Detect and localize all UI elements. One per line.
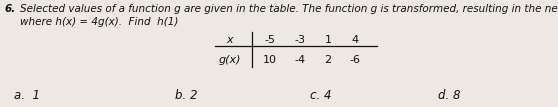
- Text: -5: -5: [264, 35, 276, 45]
- Text: -6: -6: [349, 55, 360, 65]
- Text: 10: 10: [263, 55, 277, 65]
- Text: 6.: 6.: [4, 4, 15, 14]
- Text: g(x): g(x): [219, 55, 241, 65]
- Text: x: x: [227, 35, 233, 45]
- Text: c. 4: c. 4: [310, 89, 331, 102]
- Text: -3: -3: [295, 35, 305, 45]
- Text: 1: 1: [325, 35, 331, 45]
- Text: where h(x) = 4g(x).  Find  h(1): where h(x) = 4g(x). Find h(1): [20, 17, 179, 27]
- Text: a.  1: a. 1: [14, 89, 40, 102]
- Text: 2: 2: [324, 55, 331, 65]
- Text: Selected values of a function g are given in the table. The function g is transf: Selected values of a function g are give…: [20, 4, 558, 14]
- Text: -4: -4: [295, 55, 306, 65]
- Text: d. 8: d. 8: [438, 89, 460, 102]
- Text: b. 2: b. 2: [175, 89, 198, 102]
- Text: 4: 4: [352, 35, 359, 45]
